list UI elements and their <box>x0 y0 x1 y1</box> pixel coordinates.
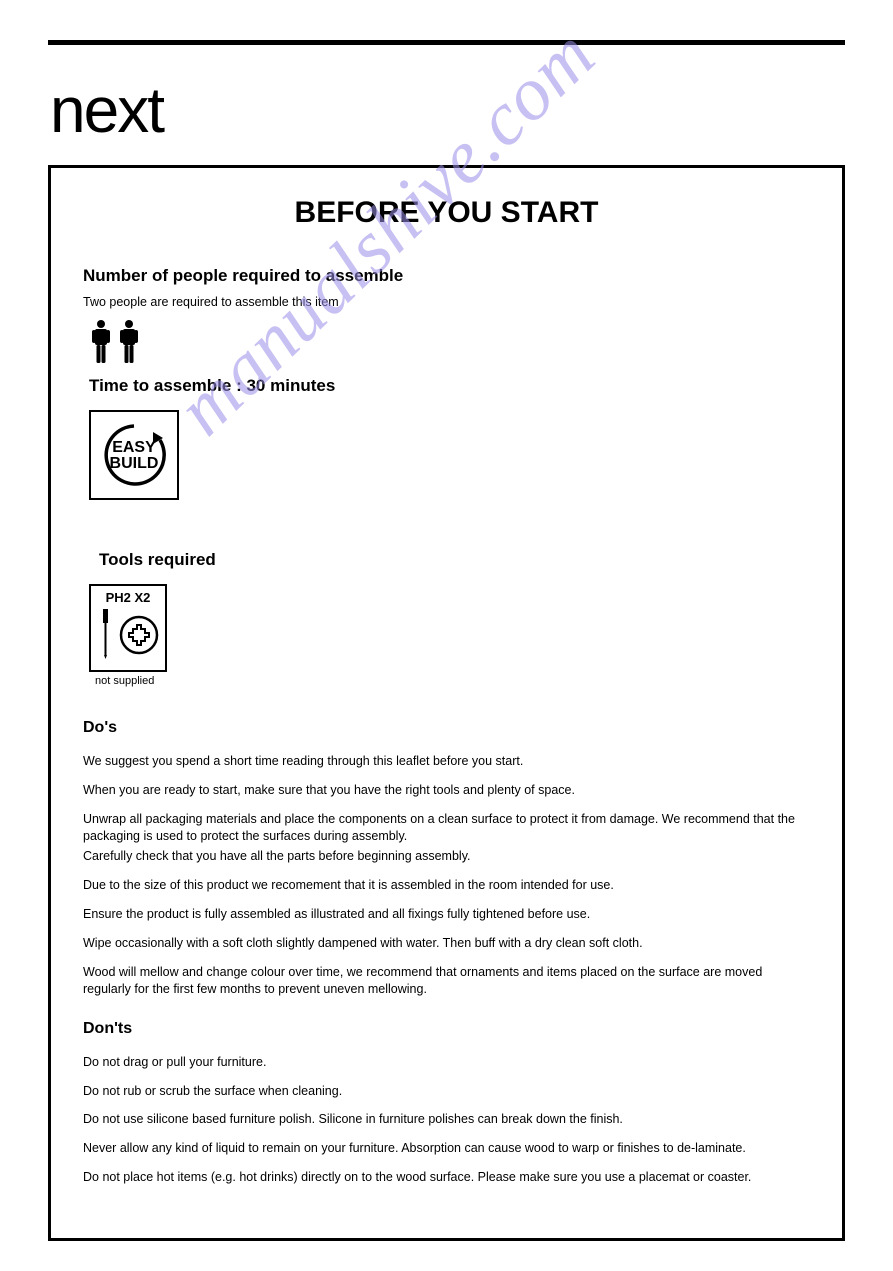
content-frame: manualshive.com BEFORE YOU START Number … <box>48 165 845 1241</box>
donts-heading: Don'ts <box>83 1020 810 1038</box>
donts-item: Do not use silicone based furniture poli… <box>83 1111 810 1128</box>
tool-box: PH2 X2 <box>89 584 167 672</box>
people-heading: Number of people required to assemble <box>83 266 810 286</box>
brand-logo: next <box>50 73 845 147</box>
easy-build-badge: EASY BUILD <box>89 410 179 500</box>
dos-item: We suggest you spend a short time readin… <box>83 753 810 770</box>
tool-label: PH2 X2 <box>93 590 163 605</box>
tools-heading: Tools required <box>99 550 810 570</box>
donts-item: Do not place hot items (e.g. hot drinks)… <box>83 1169 810 1186</box>
top-rule <box>48 40 845 45</box>
document-page: next manualshive.com BEFORE YOU START Nu… <box>0 0 893 1271</box>
donts-item: Do not drag or pull your furniture. <box>83 1054 810 1071</box>
people-text: Two people are required to assemble this… <box>83 294 810 311</box>
time-to-assemble: Time to assemble : 30 minutes <box>89 376 810 396</box>
dos-item: Wood will mellow and change colour over … <box>83 964 810 998</box>
dos-item: When you are ready to start, make sure t… <box>83 782 810 799</box>
tool-caption: not supplied <box>95 675 810 687</box>
donts-item: Do not rub or scrub the surface when cle… <box>83 1083 810 1100</box>
donts-item: Never allow any kind of liquid to remain… <box>83 1140 810 1157</box>
time-label: Time to assemble : <box>89 376 246 395</box>
dos-item: Due to the size of this product we recom… <box>83 877 810 894</box>
people-icons <box>89 319 810 370</box>
time-value: 30 minutes <box>246 376 335 395</box>
page-title: BEFORE YOU START <box>83 196 810 230</box>
dos-item: Carefully check that you have all the pa… <box>83 848 810 865</box>
dos-heading: Do's <box>83 719 810 737</box>
dos-item: Unwrap all packaging materials and place… <box>83 811 810 845</box>
dos-item: Wipe occasionally with a soft cloth slig… <box>83 935 810 952</box>
dos-item: Ensure the product is fully assembled as… <box>83 906 810 923</box>
screwdriver-icon <box>93 607 163 659</box>
easy-text-2: BUILD <box>110 455 159 472</box>
easy-text-1: EASY <box>112 439 156 456</box>
